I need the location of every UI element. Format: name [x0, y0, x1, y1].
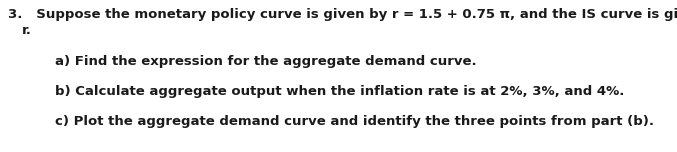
Text: r.: r.	[22, 24, 32, 37]
Text: 3.   Suppose the monetary policy curve is given by r = 1.5 + 0.75 π, and the IS : 3. Suppose the monetary policy curve is …	[8, 8, 677, 21]
Text: b) Calculate aggregate output when the inflation rate is at 2%, 3%, and 4%.: b) Calculate aggregate output when the i…	[55, 85, 624, 98]
Text: a) Find the expression for the aggregate demand curve.: a) Find the expression for the aggregate…	[55, 55, 477, 68]
Text: c) Plot the aggregate demand curve and identify the three points from part (b).: c) Plot the aggregate demand curve and i…	[55, 115, 654, 128]
